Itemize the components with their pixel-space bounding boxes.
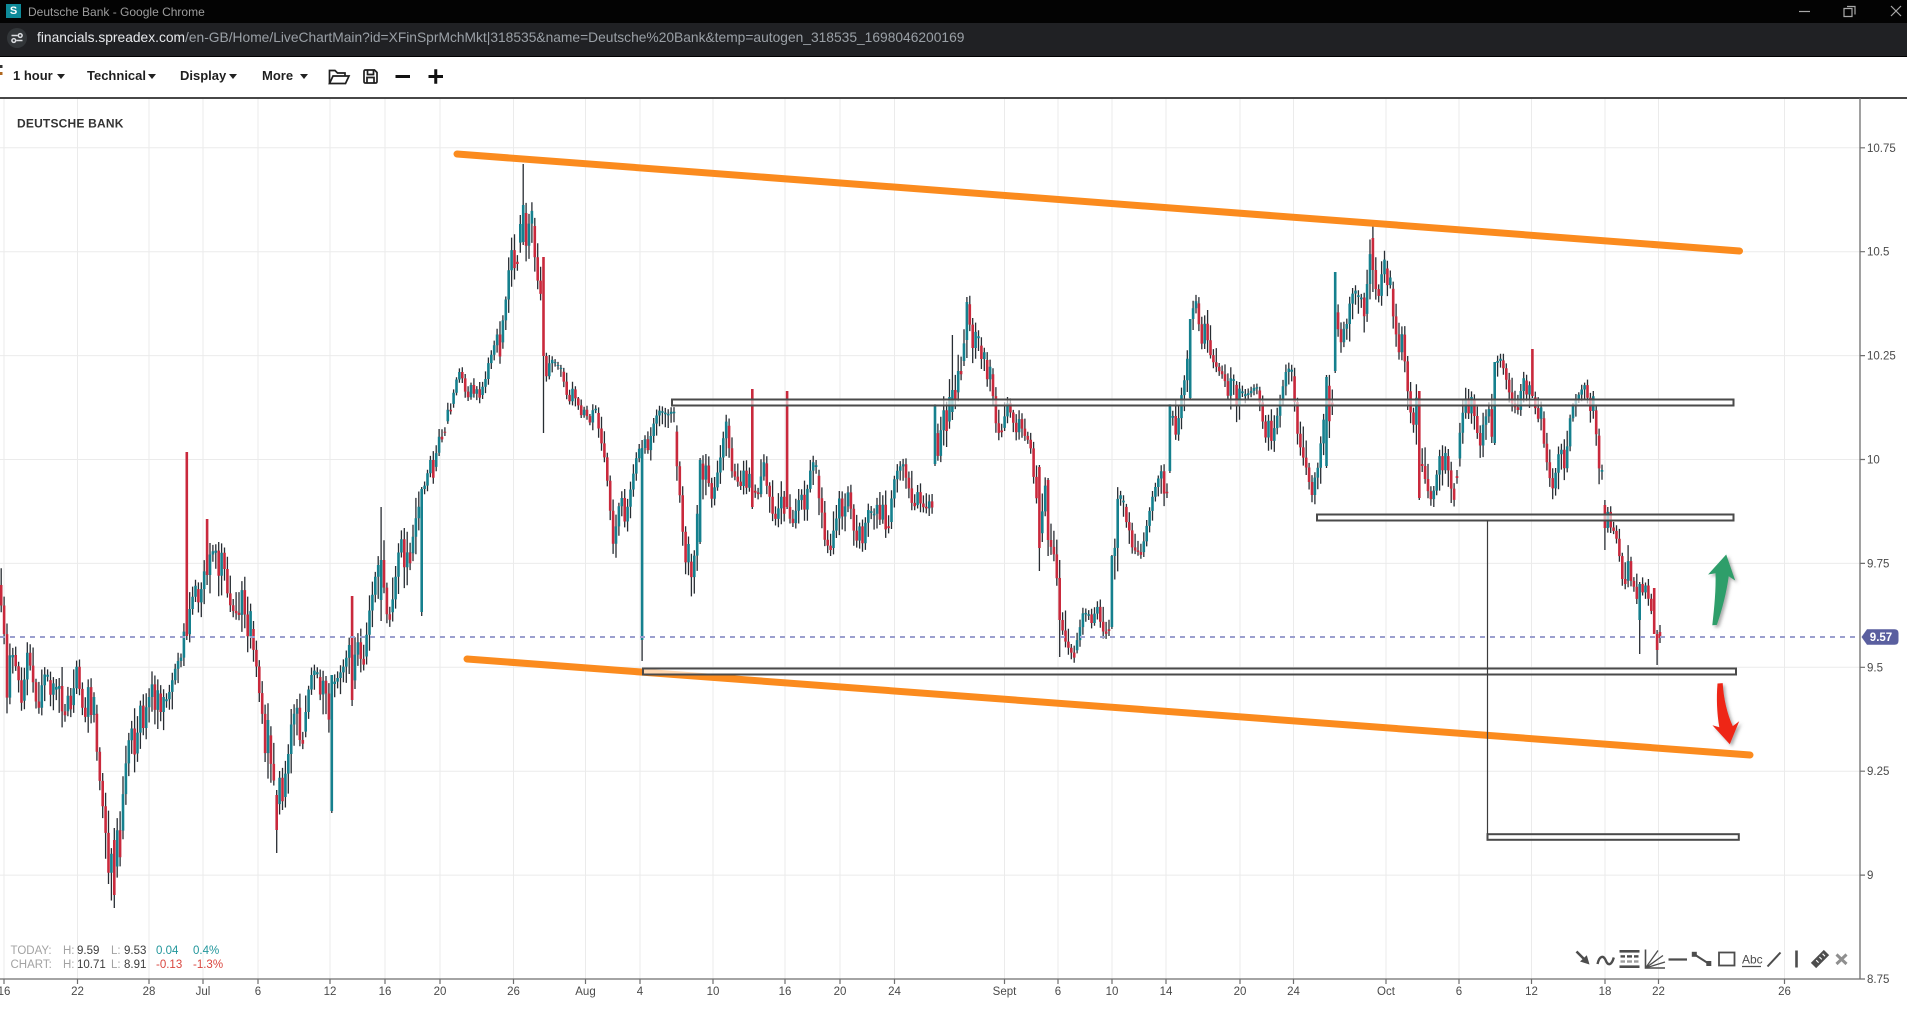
svg-text:9.25: 9.25 [1867, 766, 1889, 778]
svg-text:Aug: Aug [575, 986, 595, 998]
svg-text:16: 16 [379, 986, 392, 998]
svg-text:10.5: 10.5 [1867, 247, 1889, 259]
svg-text:10.25: 10.25 [1867, 351, 1896, 363]
svg-text:10.75: 10.75 [1867, 143, 1896, 155]
svg-text:10: 10 [1106, 986, 1119, 998]
svg-text:10: 10 [707, 986, 720, 998]
svg-text:12: 12 [1525, 986, 1538, 998]
svg-text:14: 14 [1160, 986, 1173, 998]
svg-text:20: 20 [434, 986, 447, 998]
svg-text:6: 6 [255, 986, 261, 998]
svg-text:4: 4 [637, 986, 644, 998]
svg-text:16: 16 [779, 986, 792, 998]
svg-text:26: 26 [507, 986, 520, 998]
svg-text:Oct: Oct [1377, 986, 1396, 998]
svg-text:24: 24 [1287, 986, 1300, 998]
svg-text:TODAY:H:9.59L:9.530.040.4%: TODAY: H: 9.59 L: 9.53 0.04 0.4% [11, 945, 220, 957]
svg-text:18: 18 [1599, 986, 1612, 998]
svg-text:10: 10 [1867, 455, 1880, 467]
svg-text:9.5: 9.5 [1867, 662, 1883, 674]
svg-text:26: 26 [1778, 986, 1791, 998]
svg-text:9.75: 9.75 [1867, 558, 1889, 570]
svg-text:6: 6 [1055, 986, 1061, 998]
svg-text:20: 20 [834, 986, 847, 998]
svg-text:22: 22 [1652, 986, 1665, 998]
svg-text:DEUTSCHE BANK: DEUTSCHE BANK [17, 117, 124, 131]
svg-text:24: 24 [888, 986, 901, 998]
svg-text:Sept: Sept [993, 986, 1017, 998]
svg-text:9: 9 [1867, 870, 1873, 882]
svg-text:9.57: 9.57 [1870, 632, 1892, 644]
svg-text:16: 16 [0, 986, 10, 998]
svg-text:22: 22 [71, 986, 84, 998]
svg-text:Jul: Jul [196, 986, 211, 998]
svg-text:8.75: 8.75 [1867, 974, 1889, 986]
svg-text:12: 12 [324, 986, 337, 998]
svg-text:Abc: Abc [1742, 953, 1763, 967]
svg-text:28: 28 [143, 986, 156, 998]
svg-text:20: 20 [1234, 986, 1247, 998]
svg-text:6: 6 [1456, 986, 1462, 998]
svg-text:CHART:H:10.71L:8.91-0.13-1.3%: CHART: H: 10.71 L: 8.91 -0.13 -1.3% [11, 959, 224, 971]
